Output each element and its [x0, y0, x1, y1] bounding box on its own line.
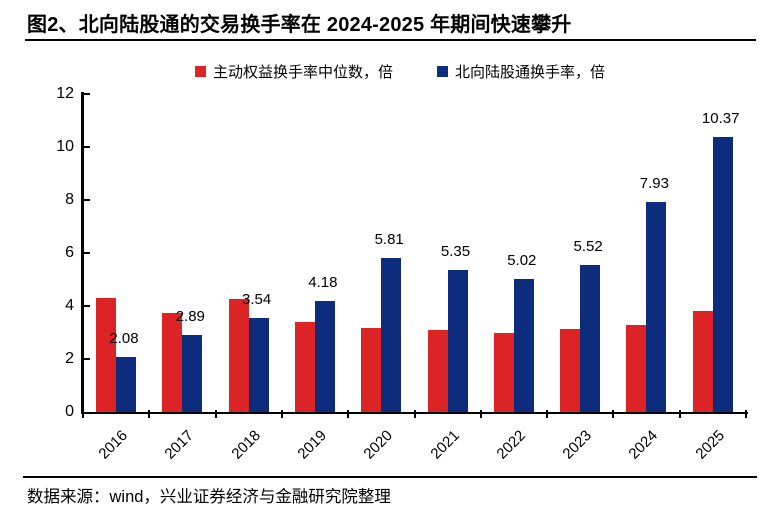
bar-active-equity-2023 — [560, 328, 581, 412]
legend-label-active-equity: 主动权益换手率中位数，倍 — [212, 64, 393, 81]
x-axis-label-2021: 2021 — [426, 427, 463, 463]
bar-northbound-2018 — [248, 318, 269, 412]
x-axis-label-2020: 2020 — [360, 427, 397, 463]
x-tick-mark — [678, 410, 681, 418]
bar-value-label-2023: 5.52 — [573, 238, 603, 256]
bar-value-label-2017: 2.89 — [175, 308, 205, 326]
legend-swatch-red — [194, 66, 206, 77]
y-axis-label: 8 — [65, 190, 74, 208]
bar-northbound-2021 — [447, 270, 468, 412]
legend-swatch-blue — [437, 66, 448, 77]
x-axis-label-2016: 2016 — [95, 427, 132, 463]
bar-value-label-2025: 10.37 — [701, 109, 740, 127]
x-axis-label-2017: 2017 — [161, 427, 198, 463]
bar-northbound-2016 — [116, 356, 136, 412]
y-tick-mark — [84, 145, 90, 148]
y-axis-label: 2 — [65, 349, 74, 367]
x-tick-mark — [479, 410, 482, 418]
x-axis-label-2025: 2025 — [692, 427, 728, 463]
x-tick-mark — [413, 410, 416, 418]
bar-active-equity-2022 — [493, 333, 514, 412]
y-tick-mark — [84, 357, 90, 360]
y-axis-label: 10 — [56, 137, 74, 155]
y-axis-label: 12 — [56, 84, 74, 102]
legend-label-northbound: 北向陆股通换手率，倍 — [455, 64, 606, 81]
bar-active-equity-2024 — [626, 324, 647, 412]
y-axis-label: 6 — [65, 243, 74, 261]
x-axis-label-2024: 2024 — [625, 427, 662, 463]
x-tick-mark — [745, 410, 747, 418]
bar-northbound-2023 — [580, 265, 601, 412]
figure-title: 图2、北向陆股通的交易换手率在 2024-2025 年期间快速攀升 — [27, 14, 572, 36]
x-tick-mark — [612, 410, 615, 418]
x-axis-label-2022: 2022 — [493, 427, 529, 463]
y-tick-mark — [84, 92, 90, 95]
bar-value-label-2016: 2.08 — [109, 329, 139, 347]
x-tick-mark — [347, 410, 350, 418]
bar-value-label-2018: 3.54 — [241, 291, 272, 309]
x-tick-mark — [546, 410, 549, 418]
x-tick-mark — [214, 410, 217, 418]
x-tick-mark — [148, 410, 151, 418]
legend-item-northbound: 北向陆股通换手率，倍 — [437, 61, 605, 82]
x-tick-mark — [280, 410, 283, 418]
bar-value-label-2024: 7.93 — [639, 174, 669, 192]
x-axis-label-2023: 2023 — [559, 427, 596, 463]
bar-value-label-2022: 5.02 — [507, 251, 537, 269]
bar-value-label-2019: 4.18 — [308, 274, 338, 292]
bar-active-equity-2016 — [96, 297, 116, 412]
bar-active-equity-2025 — [692, 311, 713, 412]
bar-northbound-2024 — [646, 201, 667, 412]
x-axis-label-2019: 2019 — [294, 427, 330, 463]
bar-northbound-2019 — [314, 301, 335, 412]
y-axis-label: 4 — [65, 296, 74, 314]
bar-northbound-2020 — [381, 257, 402, 412]
bar-northbound-2022 — [513, 278, 534, 412]
data-source: 数据来源：wind，兴业证券经济与金融研究院整理 — [27, 488, 391, 506]
legend: 主动权益换手率中位数，倍 北向陆股通换手率，倍 — [0, 61, 776, 82]
y-axis-label: 0 — [65, 403, 74, 420]
y-tick-mark — [84, 198, 90, 201]
title-divider — [25, 39, 756, 41]
bar-northbound-2017 — [182, 335, 203, 412]
x-axis-label-2018: 2018 — [227, 427, 264, 463]
bar-active-equity-2020 — [361, 327, 382, 412]
bar-active-equity-2018 — [228, 298, 249, 412]
y-tick-mark — [84, 251, 90, 254]
bar-value-label-2020: 5.81 — [374, 230, 404, 248]
bar-value-label-2021: 5.35 — [440, 243, 471, 260]
bar-active-equity-2019 — [294, 321, 315, 412]
bar-active-equity-2021 — [427, 330, 448, 412]
x-tick-mark — [82, 410, 84, 418]
footer-divider — [23, 476, 757, 478]
y-tick-mark — [84, 304, 90, 307]
y-axis-line — [81, 92, 84, 414]
bar-northbound-2025 — [712, 136, 733, 412]
legend-item-active-equity: 主动权益换手率中位数，倍 — [194, 61, 393, 82]
bar-active-equity-2017 — [162, 312, 183, 412]
